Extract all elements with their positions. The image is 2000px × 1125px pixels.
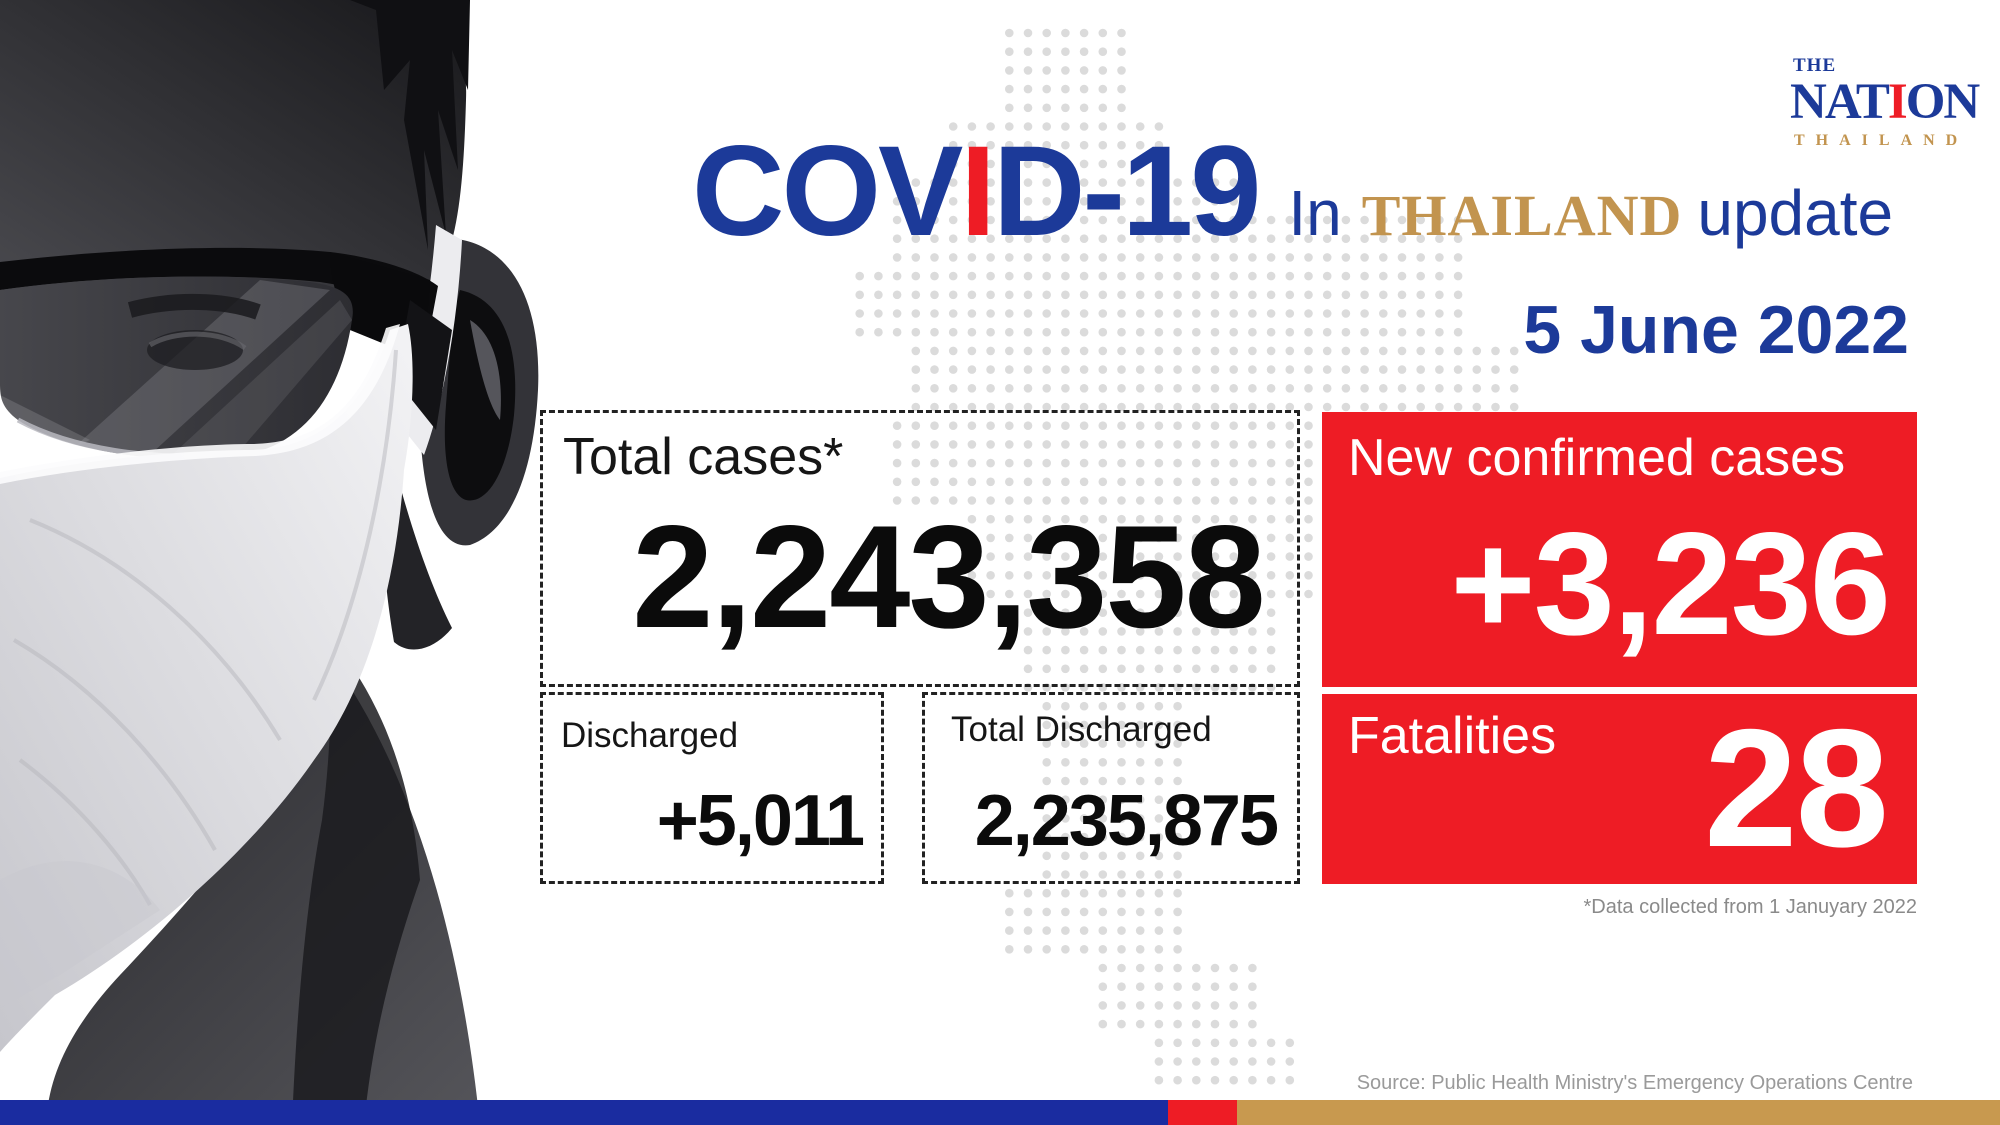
footer-bar-red-segment: [1168, 1100, 1237, 1125]
footer-bar: [0, 1100, 2000, 1125]
total-discharged-value: 2,235,875: [974, 781, 1279, 861]
source-note: Source: Public Health Ministry's Emergen…: [1356, 1072, 1913, 1094]
logo-nation-pre: NAT: [1790, 74, 1890, 130]
discharged-label: Discharged: [561, 716, 739, 755]
logo-nation-i: I: [1887, 74, 1908, 130]
footer-bar-gold-segment: [1237, 1100, 2000, 1125]
logo-the: THE: [1793, 55, 1837, 76]
masked-person-photo: [0, 0, 539, 1125]
fatalities-value: 28: [1704, 694, 1889, 882]
total-discharged-box: Total Discharged 2,235,875: [922, 692, 1300, 884]
fatalities-box: Fatalities 28: [1322, 694, 1917, 884]
title-covid: COVID-19: [692, 128, 1261, 256]
total-cases-value: 2,243,358: [632, 495, 1266, 658]
footer-bar-blue-segment: [0, 1100, 1168, 1125]
total-discharged-label: Total Discharged: [951, 710, 1212, 749]
title-thailand: THAILAND: [1361, 183, 1683, 248]
title-covid-post: D-19: [992, 120, 1261, 263]
page-title: COVID-19 In THAILAND update: [692, 128, 1893, 256]
logo-nation: NATION: [1790, 74, 1980, 130]
person-shoulder: [48, 640, 480, 1125]
person-head: [0, 0, 467, 300]
title-covid-i: I: [960, 120, 996, 263]
person-hair: [350, 0, 470, 250]
total-cases-label: Total cases*: [563, 428, 844, 486]
footnote: *Data collected from 1 Januyary 2022: [1583, 896, 1917, 918]
logo-nation-post: ON: [1905, 74, 1980, 130]
nation-thailand-logo: THE NATION THAILAND: [1790, 55, 1980, 149]
new-confirmed-cases-value: +3,236: [1450, 502, 1891, 665]
title-covid-pre: COV: [692, 120, 963, 263]
new-confirmed-cases-label: New confirmed cases: [1348, 429, 1846, 487]
discharged-value: +5,011: [656, 781, 865, 861]
title-update: update: [1697, 177, 1894, 249]
logo-thailand: THAILAND: [1794, 131, 1969, 149]
face-mask: [0, 324, 413, 1052]
new-confirmed-cases-box: New confirmed cases +3,236: [1322, 412, 1917, 687]
total-cases-box: Total cases* 2,243,358: [540, 410, 1300, 687]
fatalities-label: Fatalities: [1348, 707, 1557, 765]
discharged-box: Discharged +5,011: [540, 692, 884, 884]
date-label: 5 June 2022: [1523, 292, 1909, 368]
title-in: In: [1288, 177, 1342, 249]
